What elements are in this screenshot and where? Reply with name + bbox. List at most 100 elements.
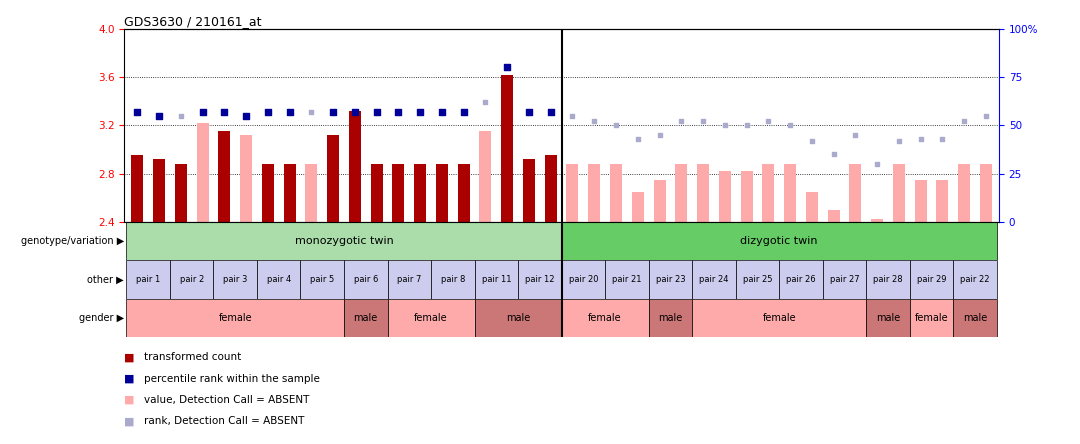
Bar (284, 164, 296, 222)
Point (368, 108, 386, 115)
Bar (306, 164, 318, 222)
Point (521, 108, 538, 115)
Bar (827, 210, 839, 222)
Point (216, 108, 233, 115)
Bar (866, 260, 909, 299)
Text: ■: ■ (124, 374, 135, 384)
Bar (431, 260, 474, 299)
Text: dizygotic twin: dizygotic twin (741, 236, 818, 246)
Text: male: male (963, 313, 987, 323)
Text: pair 12: pair 12 (525, 275, 555, 284)
Bar (414, 164, 427, 222)
Text: pair 5: pair 5 (310, 275, 335, 284)
Text: pair 3: pair 3 (222, 275, 247, 284)
Point (172, 112, 189, 119)
Point (347, 108, 364, 115)
Bar (605, 260, 649, 299)
Text: rank, Detection Call = ABSENT: rank, Detection Call = ABSENT (144, 416, 303, 426)
Bar (784, 164, 796, 222)
Text: female: female (589, 313, 622, 323)
Point (302, 108, 320, 115)
Bar (692, 260, 735, 299)
Bar (132, 155, 144, 222)
Bar (392, 164, 404, 222)
Point (455, 108, 472, 115)
Text: male: male (353, 313, 378, 323)
Point (716, 122, 733, 129)
Bar (474, 260, 518, 299)
Text: other ▶: other ▶ (87, 274, 124, 285)
Text: GDS3630 / 210161_at: GDS3630 / 210161_at (124, 15, 261, 28)
Point (324, 108, 341, 115)
Bar (653, 179, 665, 222)
Bar (735, 260, 779, 299)
Text: pair 8: pair 8 (441, 275, 465, 284)
Text: female: female (415, 313, 448, 323)
Text: male: male (659, 313, 683, 323)
Bar (300, 260, 345, 299)
Bar (214, 260, 257, 299)
Point (585, 118, 603, 125)
Point (977, 112, 995, 119)
Text: genotype/variation ▶: genotype/variation ▶ (21, 236, 124, 246)
Text: percentile rank within the sample: percentile rank within the sample (144, 374, 320, 384)
Text: pair 20: pair 20 (568, 275, 598, 284)
Point (607, 122, 624, 129)
Bar (501, 75, 513, 222)
Bar (523, 159, 535, 222)
Text: monozygotic twin: monozygotic twin (295, 236, 393, 246)
Bar (741, 171, 753, 222)
Text: male: male (876, 313, 900, 323)
Bar (480, 131, 491, 222)
Text: female: female (218, 313, 252, 323)
Bar (697, 164, 710, 222)
Text: pair 22: pair 22 (960, 275, 989, 284)
Bar (692, 299, 866, 337)
Bar (562, 299, 649, 337)
Text: pair 28: pair 28 (874, 275, 903, 284)
Bar (544, 155, 556, 222)
Text: pair 11: pair 11 (482, 275, 511, 284)
Bar (893, 164, 905, 222)
Point (694, 118, 712, 125)
Bar (436, 164, 448, 222)
Text: pair 29: pair 29 (917, 275, 946, 284)
Point (476, 99, 494, 106)
Point (825, 151, 842, 158)
Bar (779, 260, 823, 299)
Bar (218, 131, 230, 222)
Bar (240, 135, 252, 222)
Text: transformed count: transformed count (144, 353, 241, 362)
Bar (562, 260, 605, 299)
Bar (954, 299, 997, 337)
Text: pair 7: pair 7 (397, 275, 421, 284)
Text: female: female (915, 313, 948, 323)
Text: pair 21: pair 21 (612, 275, 642, 284)
Text: gender ▶: gender ▶ (79, 313, 124, 323)
Bar (954, 260, 997, 299)
Bar (872, 219, 883, 222)
Point (890, 137, 907, 144)
Bar (197, 123, 208, 222)
Bar (458, 164, 470, 222)
Point (956, 118, 973, 125)
Bar (866, 299, 909, 337)
Bar (806, 192, 818, 222)
Bar (474, 299, 562, 337)
Bar (909, 260, 954, 299)
Bar (370, 164, 382, 222)
Bar (327, 135, 339, 222)
Bar (345, 260, 388, 299)
Point (630, 135, 647, 143)
Text: pair 26: pair 26 (786, 275, 815, 284)
Bar (170, 260, 214, 299)
Text: pair 4: pair 4 (267, 275, 291, 284)
Bar (562, 222, 997, 260)
Point (499, 64, 516, 71)
Bar (126, 299, 345, 337)
Point (847, 131, 864, 139)
Text: female: female (762, 313, 796, 323)
Point (804, 137, 821, 144)
Point (782, 122, 799, 129)
Point (259, 108, 276, 115)
